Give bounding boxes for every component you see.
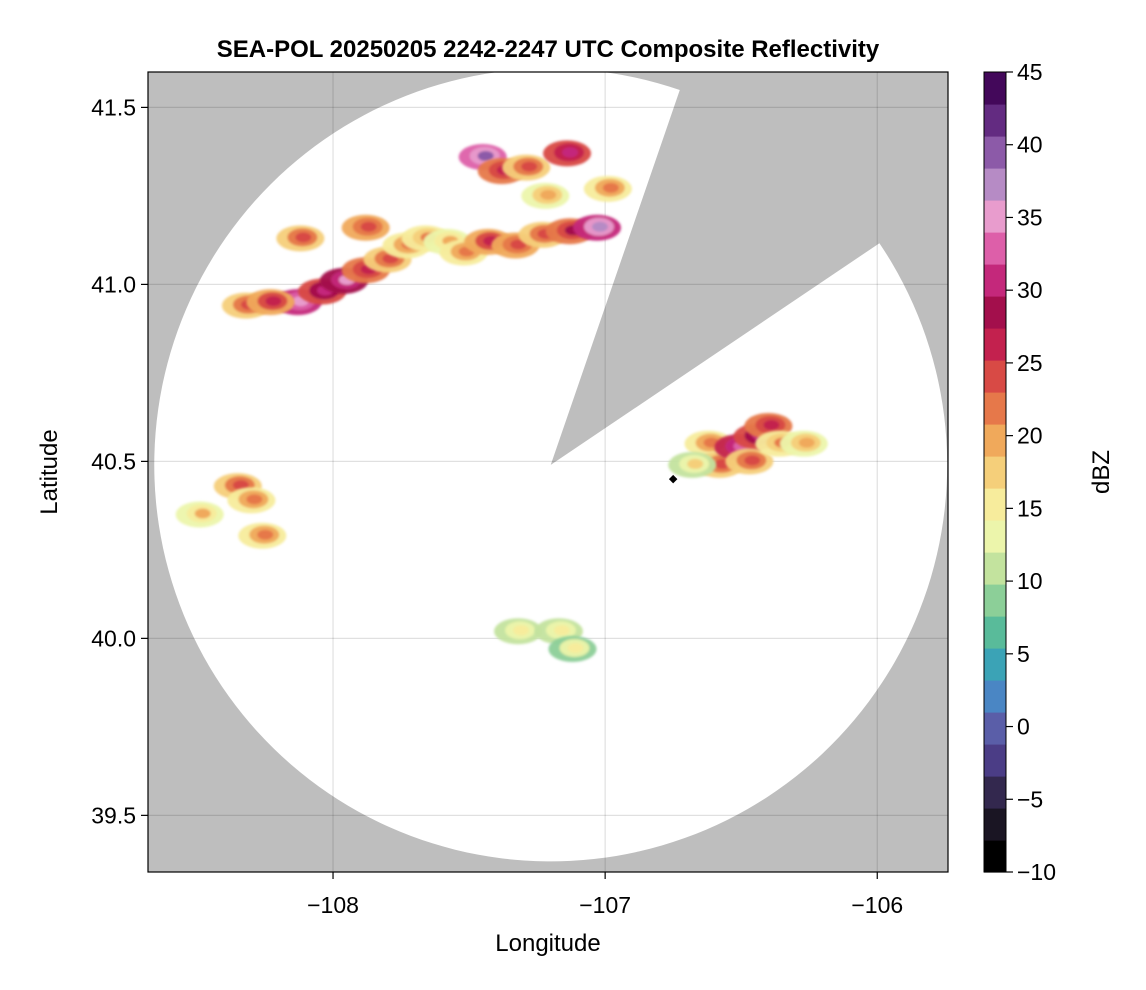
echo-cell-core: [798, 437, 815, 448]
chart-title: SEA-POL 20250205 2242-2247 UTC Composite…: [217, 36, 880, 63]
colorbar-segment: [984, 744, 1006, 777]
echo-cell: [779, 430, 828, 457]
echo-cell: [548, 635, 597, 662]
colorbar-segment: [984, 488, 1006, 521]
colorbar-segment: [984, 584, 1006, 617]
x-axis-label: Longitude: [495, 930, 600, 957]
echo-cell-core: [360, 221, 377, 232]
colorbar-tick-label: 30: [1017, 277, 1043, 303]
colorbar-segment: [984, 840, 1006, 873]
colorbar-segment: [984, 456, 1006, 489]
colorbar-segment: [984, 552, 1006, 585]
colorbar-tick-label: 45: [1017, 59, 1043, 85]
colorbar-tick-label: 10: [1017, 568, 1043, 594]
echo-cell-core: [257, 529, 274, 540]
echo-cell-core: [513, 625, 530, 636]
y-tick-label: 39.5: [91, 802, 136, 828]
echo-cell: [246, 289, 295, 316]
echo-cell: [341, 214, 390, 241]
reflectivity-echoes: [175, 140, 828, 662]
y-tick-label: 40.5: [91, 448, 136, 474]
echo-cell: [276, 225, 325, 252]
echo-cell-core: [567, 642, 584, 653]
colorbar-tick-label: 5: [1017, 641, 1030, 667]
echo-cell-core: [687, 458, 704, 469]
colorbar-segment: [984, 328, 1006, 361]
echo-cell: [521, 182, 570, 209]
echo-cell-core: [562, 147, 579, 158]
colorbar-tick-label: −5: [1017, 786, 1043, 812]
echo-cell: [583, 175, 632, 202]
echo-cell-core: [510, 239, 527, 250]
y-axis-label: Latitude: [36, 429, 63, 514]
colorbar-segment: [984, 712, 1006, 745]
echo-cell: [494, 618, 543, 645]
colorbar-tick-label: 25: [1017, 350, 1043, 376]
echo-cell: [238, 522, 287, 549]
x-tick-label: −106: [851, 892, 903, 918]
y-tick-label: 41.5: [91, 94, 136, 120]
colorbar-segment: [984, 520, 1006, 553]
plot-frame: [147, 71, 949, 873]
colorbar-segment: [984, 232, 1006, 265]
colorbar-segment: [984, 168, 1006, 201]
colorbar-segment: [984, 104, 1006, 137]
y-axis-ticks: 39.5 40.0 40.5 41.0 41.5: [91, 94, 148, 828]
x-axis-ticks: −108 −107 −106: [307, 872, 903, 918]
colorbar-segment: [984, 264, 1006, 297]
colorbar: −10 −5 0 5 10 15 20 25 30 35 40 45: [983, 59, 1056, 885]
colorbar-frame: [983, 71, 1007, 873]
colorbar-tick-label: 20: [1017, 423, 1043, 449]
colorbar-segment: [984, 680, 1006, 713]
colorbar-tick-label: 0: [1017, 714, 1030, 740]
echo-cell: [572, 214, 621, 241]
colorbar-segment: [984, 200, 1006, 233]
echo-cell-core: [477, 150, 494, 161]
echo-cell: [227, 487, 276, 514]
colorbar-tick-label: 15: [1017, 495, 1043, 521]
radar-site-marker: [668, 474, 678, 484]
colorbar-segment: [984, 776, 1006, 809]
colorbar-segment: [984, 808, 1006, 841]
colorbar-segment: [984, 648, 1006, 681]
colorbar-label: dBZ: [1088, 450, 1115, 494]
colorbar-tick-label: 40: [1017, 132, 1043, 158]
echo-cell-core: [744, 455, 761, 466]
colorbar-segment: [984, 616, 1006, 649]
echo-cell-core: [295, 232, 312, 243]
colorbar-segment: [984, 424, 1006, 457]
echo-cell-core: [553, 625, 570, 636]
colorbar-segment: [984, 296, 1006, 329]
echo-cell-core: [521, 161, 538, 172]
echo-cell-core: [194, 508, 211, 519]
echo-cell-core: [602, 182, 619, 193]
echo-cell-core: [246, 494, 263, 505]
echo-cell: [502, 154, 551, 181]
x-tick-label: −107: [579, 892, 631, 918]
echo-cell-core: [540, 189, 557, 200]
echo-cell: [175, 501, 224, 528]
echo-cell: [668, 451, 717, 478]
colorbar-segment: [984, 392, 1006, 425]
colorbar-tick-label: 35: [1017, 204, 1043, 230]
plot-area: [148, 72, 948, 872]
echo-cell: [725, 448, 774, 475]
echo-cell-core: [763, 419, 780, 430]
y-tick-label: 40.0: [91, 625, 136, 651]
x-tick-label: −108: [307, 892, 359, 918]
colorbar-segment: [984, 360, 1006, 393]
echo-cell-core: [591, 221, 608, 232]
colorbar-segment: [984, 72, 1006, 105]
echo-cell-core: [265, 296, 282, 307]
y-tick-label: 41.0: [91, 271, 136, 297]
echo-cell-core: [232, 480, 249, 491]
echo-cell: [543, 140, 592, 167]
colorbar-segment: [984, 136, 1006, 169]
colorbar-tick-label: −10: [1017, 859, 1056, 885]
radar-site-diamond: [668, 474, 678, 484]
